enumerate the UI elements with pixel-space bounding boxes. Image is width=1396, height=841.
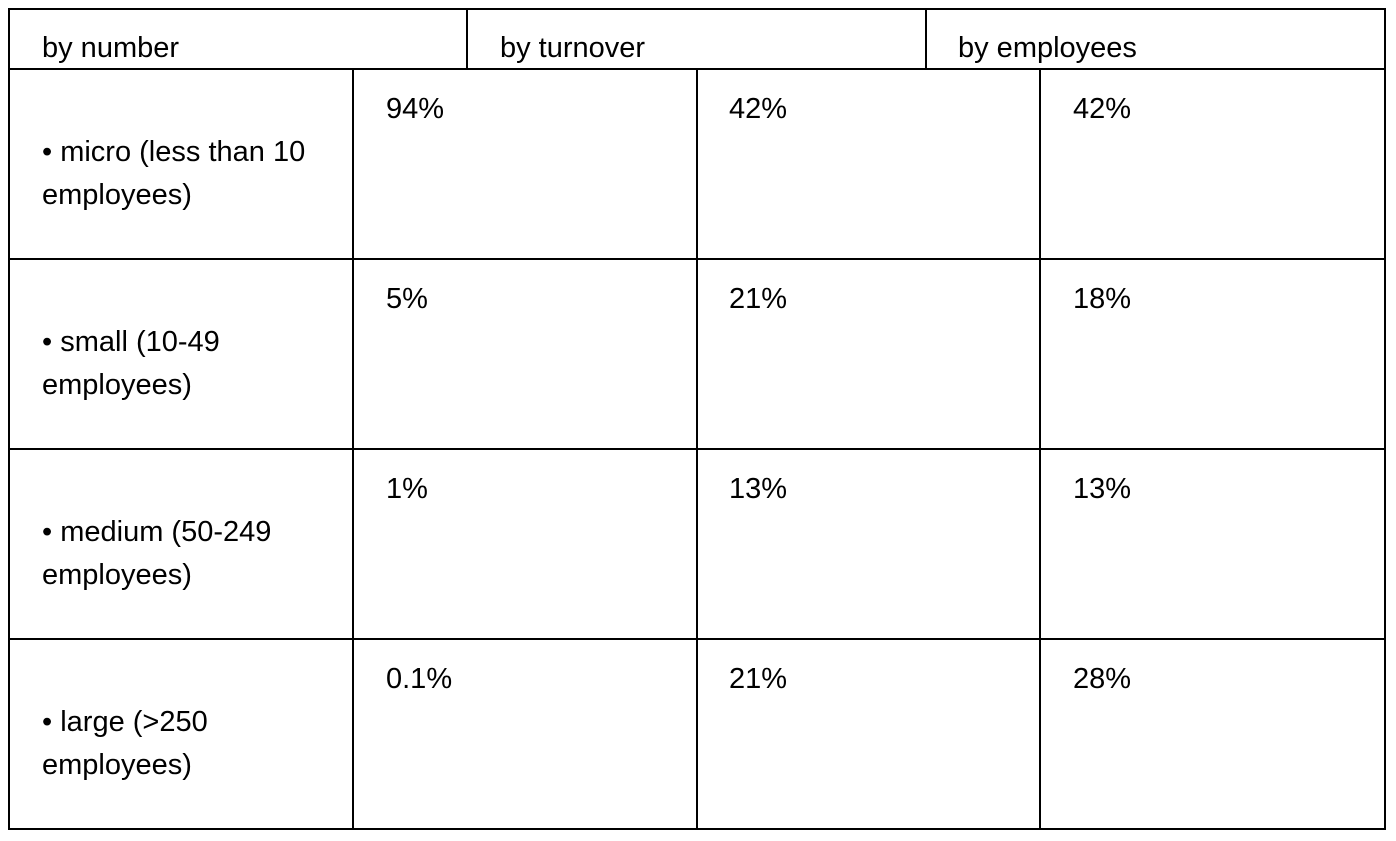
- medium-by-number: 1%: [386, 473, 428, 505]
- small-by-employees: 18%: [1073, 283, 1132, 315]
- header-column-divider: [925, 8, 927, 70]
- header-column-divider: [466, 8, 468, 70]
- row-label-small: • small (10-49 employees): [42, 326, 220, 401]
- medium-by-employees: 13%: [1073, 473, 1132, 505]
- micro-by-number: 94%: [386, 93, 445, 125]
- large-by-turnover: 21%: [729, 663, 788, 695]
- table-border-top: [8, 8, 1386, 10]
- header-by-turnover: by turnover: [500, 32, 646, 64]
- header-by-employees: by employees: [958, 32, 1137, 64]
- body-column-divider: [696, 68, 698, 830]
- large-by-employees: 28%: [1073, 663, 1132, 695]
- body-column-divider: [352, 68, 354, 830]
- micro-by-employees: 42%: [1073, 93, 1132, 125]
- small-by-number: 5%: [386, 283, 428, 315]
- medium-by-turnover: 13%: [729, 473, 788, 505]
- micro-by-turnover: 42%: [729, 93, 788, 125]
- table-border-right: [1384, 8, 1386, 830]
- small-by-turnover: 21%: [729, 283, 788, 315]
- table-border-left: [8, 8, 10, 830]
- header-by-number: by number: [42, 32, 180, 64]
- row-label-micro: • micro (less than 10 employees): [42, 136, 306, 211]
- body-column-divider: [1039, 68, 1041, 830]
- row-label-large: • large (>250 employees): [42, 706, 208, 781]
- large-by-number: 0.1%: [386, 663, 453, 695]
- row-label-medium: • medium (50-249 employees): [42, 516, 272, 591]
